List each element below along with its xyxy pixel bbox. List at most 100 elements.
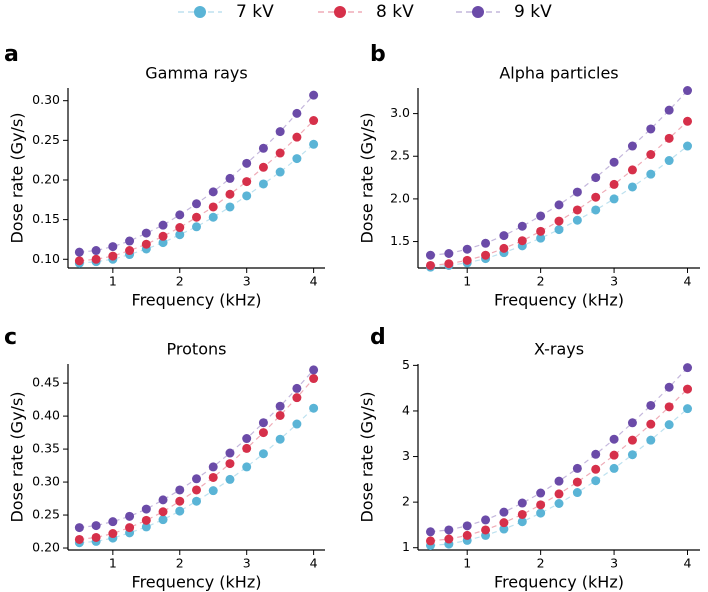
data-point [292,419,302,429]
y-tick-label: 0.20 [32,171,60,186]
data-point [125,246,135,256]
legend-label: 7 kV [236,2,274,22]
x-tick-label: 2 [537,274,545,289]
data-point [572,187,582,197]
series-line [79,120,315,262]
data-point [309,90,319,100]
data-point [664,402,674,412]
data-point [683,116,693,126]
panel-label: d [370,325,386,350]
data-point [609,434,619,444]
panel-label: b [370,42,386,67]
data-point [591,205,601,215]
panel: d X-rays 1 2 3 4 1 2 3 4 5 Frequency (kHz) Dose rate… [358,325,700,592]
x-tick-label: 4 [310,274,318,289]
data-point [517,236,527,246]
data-point [309,403,319,413]
data-point [108,517,118,527]
data-point [499,524,509,534]
data-point [292,383,302,393]
data-point [499,518,509,528]
data-point [609,463,619,473]
data-point [627,182,637,192]
data-point [646,400,656,410]
data-point [309,116,319,126]
data-point [554,489,564,499]
data-point [609,450,619,460]
data-point [572,205,582,215]
data-point [108,242,118,252]
data-point [192,212,201,222]
data-point [536,233,546,243]
data-point [141,239,151,249]
y-tick-label: 2 [402,494,410,509]
data-point [208,187,218,197]
data-point [225,202,235,212]
data-point [309,139,319,149]
data-point [536,226,546,236]
data-point [499,243,509,253]
legend-label: 9 kV [514,2,552,22]
x-tick-label: 3 [243,556,251,571]
data-point [208,462,218,472]
y-axis-label: Dose rate (Gy/s) [358,391,377,522]
data-point [292,108,302,118]
data-point [646,169,656,179]
data-point [242,191,252,201]
data-point [517,509,527,519]
data-point [609,157,619,167]
data-point [444,248,454,258]
data-point [125,511,135,521]
x-tick-label: 1 [463,556,471,571]
data-point [125,236,135,246]
data-point [225,189,235,199]
data-point [572,463,582,473]
data-point [242,434,252,444]
data-point [192,199,201,209]
y-tick-label: 0.45 [32,375,60,390]
data-point [425,260,435,270]
data-point [499,231,509,241]
y-tick-label: 0.30 [32,92,60,107]
data-point [258,179,268,189]
data-point [225,448,235,458]
y-tick-label: 2.0 [390,190,410,205]
y-tick-label: 1 [402,539,410,554]
y-tick-label: 0.35 [32,441,60,456]
data-point [646,419,656,429]
data-point [225,474,235,484]
data-point [141,228,151,238]
data-point [481,238,491,248]
data-point [158,220,168,230]
data-point [258,428,268,438]
data-point [554,476,564,486]
data-point [664,382,674,392]
data-point [664,105,674,115]
data-point [275,148,285,158]
series-line [430,145,688,268]
data-point [258,143,268,153]
data-point [627,435,637,445]
x-axis-label: Frequency (kHz) [494,573,624,592]
data-point [158,238,168,248]
panel-label: c [4,325,17,350]
data-point [536,500,546,510]
data-point [683,141,693,151]
data-point [683,363,693,373]
data-point [74,523,84,533]
y-tick-label: 0.20 [32,540,60,555]
data-point [462,244,472,254]
data-point [91,521,101,531]
panel-title: Protons [167,340,227,359]
data-point [425,250,435,260]
data-point [425,536,435,546]
data-point [444,534,454,544]
data-point [158,495,168,505]
data-point [275,410,285,420]
series-line [430,388,688,542]
data-point [258,162,268,172]
data-point [292,154,302,164]
x-tick-label: 4 [684,556,692,571]
data-point [536,211,546,221]
